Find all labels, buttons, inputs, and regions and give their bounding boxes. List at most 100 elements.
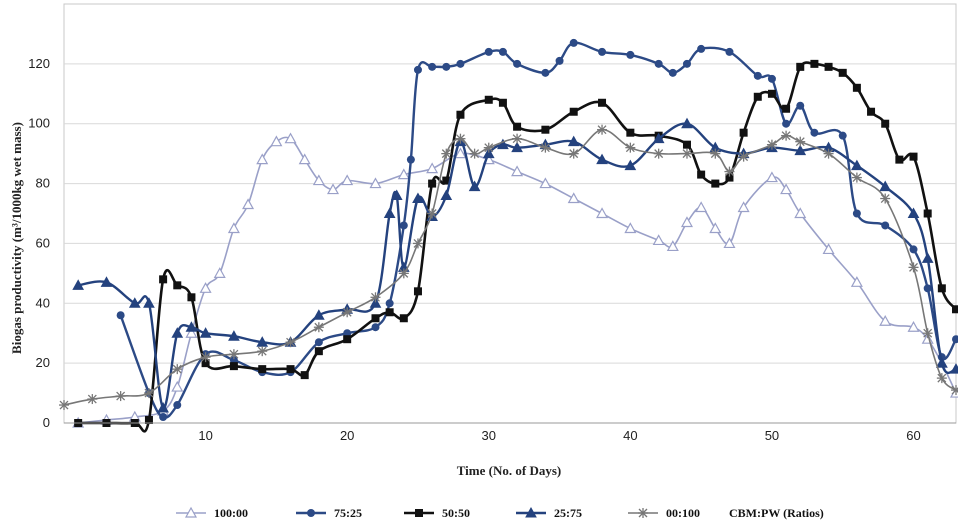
- y-axis-title: Biogas productivity (m³/1000kg wet mass): [9, 122, 24, 354]
- data-point: [484, 95, 493, 104]
- data-point: [626, 50, 635, 59]
- data-point: [652, 132, 665, 144]
- data-point: [695, 201, 708, 213]
- legend-label: 50:50: [442, 506, 470, 520]
- data-point: [624, 222, 637, 234]
- data-point: [257, 346, 268, 357]
- legend-marker: [638, 508, 648, 518]
- data-point: [881, 221, 890, 230]
- data-point: [895, 155, 904, 164]
- data-point: [513, 122, 522, 131]
- data-point: [782, 119, 791, 128]
- y-tick-label: 20: [36, 355, 50, 370]
- data-point: [242, 198, 255, 210]
- legend-marker: [307, 509, 315, 517]
- data-point: [653, 148, 664, 159]
- data-point: [513, 59, 522, 68]
- data-point: [173, 281, 182, 290]
- data-point: [780, 183, 793, 195]
- data-point: [711, 179, 720, 188]
- data-point: [159, 413, 168, 422]
- data-point: [455, 133, 466, 144]
- data-point: [256, 153, 269, 165]
- data-point: [484, 47, 493, 56]
- data-point: [681, 117, 693, 129]
- data-point: [909, 152, 918, 161]
- data-point: [213, 267, 226, 278]
- data-point: [796, 101, 805, 110]
- data-point: [569, 38, 578, 47]
- data-point: [171, 380, 184, 392]
- data-point: [399, 221, 408, 230]
- data-point: [781, 130, 792, 141]
- data-point: [852, 209, 861, 218]
- data-point: [456, 110, 465, 119]
- data-point: [498, 98, 507, 107]
- data-point: [385, 299, 394, 308]
- data-point: [725, 173, 734, 182]
- data-point: [342, 307, 353, 318]
- data-point: [159, 275, 168, 284]
- legend-label: 25:75: [554, 506, 582, 520]
- legend-item: 00:100: [628, 506, 700, 520]
- data-point: [668, 68, 677, 77]
- data-point: [666, 240, 679, 252]
- data-point: [652, 234, 665, 246]
- data-point: [442, 176, 451, 185]
- data-point: [569, 107, 578, 116]
- data-point: [201, 359, 210, 368]
- data-point: [881, 119, 890, 128]
- data-point: [923, 284, 932, 293]
- data-point: [128, 297, 141, 308]
- y-tick-label: 60: [36, 235, 50, 250]
- data-point: [229, 362, 238, 371]
- legend-item: 100:00: [176, 506, 248, 520]
- data-point: [753, 92, 762, 101]
- data-point: [697, 170, 706, 179]
- data-point: [539, 177, 552, 189]
- data-point: [782, 104, 791, 113]
- data-point: [59, 400, 69, 411]
- x-tick-label: 50: [765, 428, 779, 443]
- data-point: [143, 388, 154, 399]
- data-point: [950, 363, 958, 374]
- data-point: [383, 207, 396, 218]
- data-point: [100, 276, 113, 287]
- data-point: [723, 237, 736, 249]
- legend-item: 50:50: [404, 506, 470, 520]
- legend-marker: [184, 506, 198, 518]
- data-point: [907, 207, 920, 218]
- data-point: [922, 328, 933, 339]
- x-tick-label: 40: [623, 428, 637, 443]
- data-point: [185, 321, 198, 332]
- data-point: [412, 192, 424, 204]
- series-75-25: [116, 38, 958, 422]
- data-point: [541, 68, 550, 77]
- series-layer: [59, 38, 958, 433]
- data-point: [427, 208, 438, 219]
- data-point: [810, 59, 819, 68]
- data-point: [541, 125, 550, 134]
- series-00-100: [59, 124, 958, 411]
- data-point: [483, 142, 494, 153]
- data-point: [753, 71, 762, 80]
- data-point: [810, 128, 819, 137]
- data-point: [270, 135, 283, 147]
- data-point: [824, 62, 833, 71]
- data-point: [795, 136, 806, 147]
- data-point: [385, 308, 394, 317]
- data-point: [116, 311, 125, 320]
- data-point: [680, 216, 694, 228]
- data-point: [227, 222, 240, 234]
- data-point: [709, 222, 722, 234]
- y-tick-label: 100: [28, 116, 50, 131]
- data-point: [300, 371, 309, 380]
- y-tick-label: 40: [36, 295, 50, 310]
- data-point: [313, 322, 324, 333]
- data-point: [454, 147, 467, 159]
- data-point: [907, 320, 920, 332]
- data-point: [314, 338, 323, 347]
- x-tick-label: 60: [906, 428, 920, 443]
- data-point: [909, 245, 918, 254]
- data-point: [406, 155, 415, 164]
